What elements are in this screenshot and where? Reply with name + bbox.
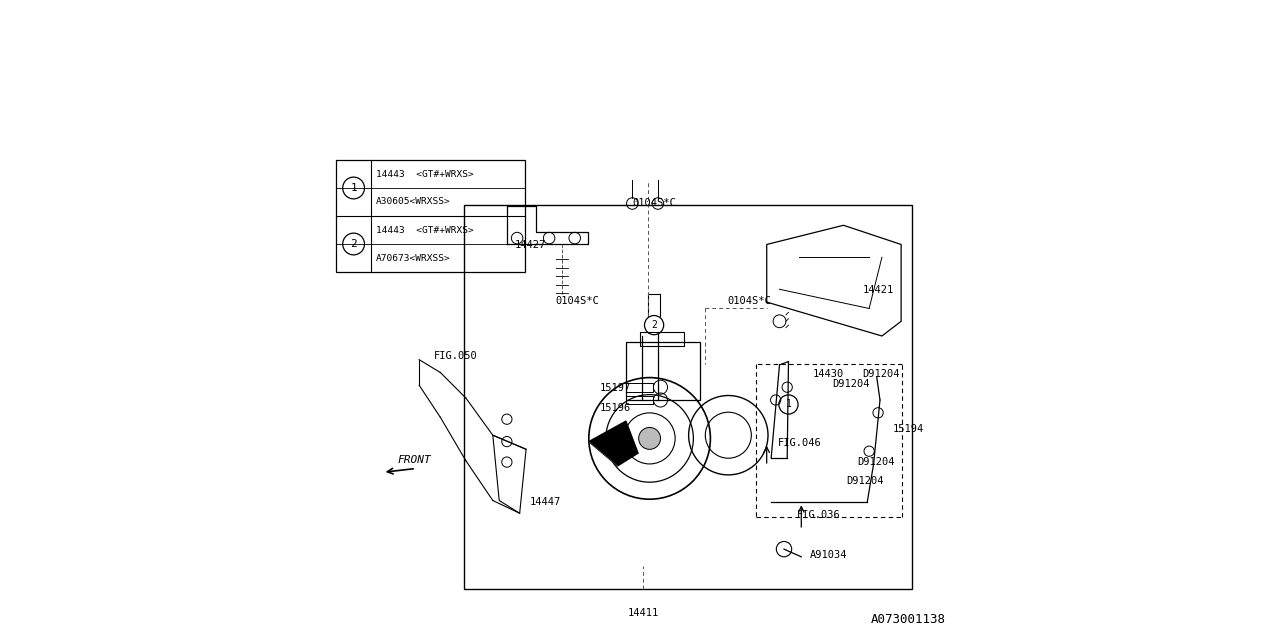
Text: FIG.046: FIG.046 [777,438,822,448]
Text: D91204: D91204 [832,379,869,389]
Bar [626,383,653,392]
Text: FIG.050: FIG.050 [434,351,477,362]
Text: 14430: 14430 [813,369,844,379]
Text: D91204: D91204 [846,476,883,486]
Text: A30605<WRXSS>: A30605<WRXSS> [376,198,451,207]
Bar [335,160,525,272]
Bar [626,396,653,404]
Text: D91204: D91204 [863,369,900,379]
Text: D91204: D91204 [858,457,895,467]
Text: 15197: 15197 [600,383,631,394]
Text: FIG.036: FIG.036 [796,510,841,520]
Text: 1: 1 [351,183,357,193]
Text: 0104S*C: 0104S*C [632,198,676,208]
Text: A70673<WRXSS>: A70673<WRXSS> [376,253,451,262]
Bar [626,342,699,400]
Circle shape [639,428,660,449]
Text: 2: 2 [652,320,657,330]
Bar [640,332,684,346]
Text: 15194: 15194 [893,424,924,434]
Text: 1: 1 [786,399,791,410]
Text: A91034: A91034 [810,550,847,560]
Text: 15196: 15196 [600,403,631,413]
Text: A073001138: A073001138 [870,613,946,626]
Text: 14421: 14421 [863,285,893,295]
Text: FRONT: FRONT [398,455,431,465]
Bar [465,205,911,589]
Polygon shape [589,421,637,466]
Text: 14427: 14427 [516,240,547,250]
Text: 14447: 14447 [530,497,561,508]
Text: 14411: 14411 [627,608,659,618]
Text: 14443  <GT#+WRXS>: 14443 <GT#+WRXS> [376,170,474,179]
Text: 2: 2 [351,239,357,249]
Text: 0104S*C: 0104S*C [727,296,771,306]
Text: 14443  <GT#+WRXS>: 14443 <GT#+WRXS> [376,225,474,234]
Text: 0104S*C: 0104S*C [556,296,599,306]
